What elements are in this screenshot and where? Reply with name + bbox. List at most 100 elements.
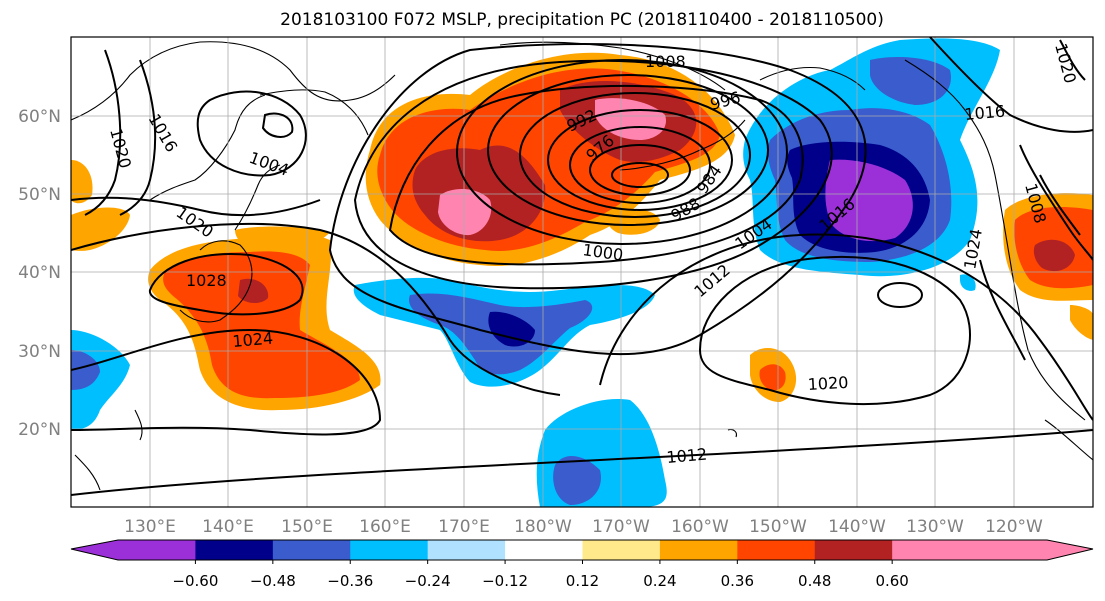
negative-anomaly-region <box>71 350 100 390</box>
colorbar-segment <box>892 540 971 560</box>
map-panel: 1008 996 992 976 984 988 1000 1004 1012 … <box>71 37 1093 507</box>
negative-anomaly-region <box>488 311 535 347</box>
positive-anomaly-region <box>71 160 93 204</box>
colorbar-tick-label: −0.24 <box>405 572 451 590</box>
isobar <box>569 126 711 204</box>
isobar <box>196 90 307 177</box>
colorbar-segment <box>505 540 583 560</box>
isobar <box>261 112 294 138</box>
colorbar-tick-label: 0.24 <box>643 572 676 590</box>
lon-label: 150°W <box>749 517 807 537</box>
isobar <box>71 222 561 396</box>
isobar <box>148 253 304 316</box>
lon-label: 130°W <box>906 517 964 537</box>
colorbar-segment <box>118 540 196 560</box>
colorbar-min-extension <box>71 540 118 560</box>
isobar <box>929 37 1093 133</box>
lon-label: 140°W <box>828 517 886 537</box>
negative-anomaly-region <box>553 455 601 505</box>
positive-anomaly-region <box>235 226 330 250</box>
colorbar-ticks: −0.60 −0.48 −0.36 −0.24 −0.12 0.12 0.24 0.36 0.4… <box>172 560 909 590</box>
colorbar-segment <box>195 540 274 560</box>
colorbar-outline <box>70 539 1094 561</box>
isobar <box>877 282 923 308</box>
colorbar: −0.60 −0.48 −0.36 −0.24 −0.12 0.12 0.24 0.36 0.4… <box>70 539 1094 590</box>
contour-label: 1016 <box>964 102 1006 124</box>
lon-label: 140°E <box>202 517 254 537</box>
isobar <box>84 49 122 216</box>
positive-anomaly-region <box>163 251 360 399</box>
colorbar-tick-label: 0.60 <box>875 572 908 590</box>
isobar <box>698 255 971 406</box>
isobar <box>1059 39 1086 81</box>
colorbar-segment <box>350 540 429 560</box>
isobar <box>328 43 867 356</box>
isobar <box>71 196 321 217</box>
isobar <box>1039 174 1081 236</box>
positive-anomaly-region <box>438 188 492 236</box>
colorbar-segment <box>582 540 661 560</box>
colorbar-tick-label: 0.12 <box>566 572 599 590</box>
isobar <box>456 59 788 245</box>
positive-anomaly-region <box>71 207 130 251</box>
colorbar-tick-label: −0.12 <box>482 572 528 590</box>
positive-anomaly-region <box>1033 239 1075 272</box>
negative-anomaly-region <box>870 57 951 105</box>
isobar <box>353 59 833 290</box>
colorbar-segment <box>814 540 893 560</box>
colorbar-tick-label: −0.36 <box>327 572 373 590</box>
map-frame <box>70 36 1094 508</box>
map-title: 2018103100 F072 MSLP, precipitation PC (… <box>280 10 884 30</box>
isobar <box>611 162 669 188</box>
lon-label: 180°W <box>514 517 572 537</box>
colorbar-tick-label: −0.48 <box>250 572 296 590</box>
negative-anomaly-region <box>825 159 913 242</box>
lon-label: 120°W <box>985 517 1043 537</box>
lon-label: 150°E <box>281 517 333 537</box>
lon-label: 160°W <box>671 517 729 537</box>
isobar <box>487 74 769 226</box>
lon-label: 160°E <box>359 517 411 537</box>
contour-label: 1024 <box>232 329 274 351</box>
isobar <box>599 233 1093 421</box>
colorbar-segment <box>427 540 506 560</box>
isobar <box>589 144 691 196</box>
lat-label: 50°N <box>18 185 61 205</box>
lon-label: 170°E <box>438 517 490 537</box>
isobar <box>71 429 1093 496</box>
isobar <box>119 59 157 216</box>
lon-axis: 130°E 140°E 150°E 160°E 170°E 180°W 170°… <box>124 517 1043 537</box>
colorbar-max-extension <box>1047 540 1093 560</box>
lon-label: 170°W <box>592 517 650 537</box>
isobar <box>71 328 382 436</box>
colorbar-tick-label: −0.60 <box>172 572 218 590</box>
positive-anomaly-region <box>759 364 786 391</box>
isobar <box>519 92 751 218</box>
lat-axis: 60°N 50°N 40°N 30°N 20°N <box>18 107 61 440</box>
colorbar-segments <box>118 540 1048 560</box>
contour-label: 1012 <box>666 445 708 467</box>
lon-label: 130°E <box>124 517 176 537</box>
lat-label: 30°N <box>18 342 61 362</box>
isobar <box>547 109 733 211</box>
negative-anomaly-region <box>960 274 976 291</box>
contour-label: 1028 <box>186 271 227 290</box>
lat-label: 60°N <box>18 107 61 127</box>
lat-label: 20°N <box>18 420 61 440</box>
colorbar-segment <box>272 540 351 560</box>
contour-label: 1020 <box>807 373 849 394</box>
isobar <box>388 84 804 266</box>
isobar <box>979 259 1026 361</box>
colorbar-segment <box>737 540 816 560</box>
lat-label: 40°N <box>18 263 61 283</box>
positive-anomaly-region <box>1070 305 1093 340</box>
colorbar-segment <box>659 540 738 560</box>
colorbar-tick-label: 0.36 <box>721 572 754 590</box>
positive-anomaly-region <box>238 278 269 304</box>
colorbar-segment <box>969 540 1048 560</box>
contour-label: 1008 <box>645 52 686 71</box>
colorbar-tick-label: 0.48 <box>798 572 831 590</box>
isobar <box>1019 144 1093 261</box>
mslp-contour-layer <box>71 37 1093 496</box>
